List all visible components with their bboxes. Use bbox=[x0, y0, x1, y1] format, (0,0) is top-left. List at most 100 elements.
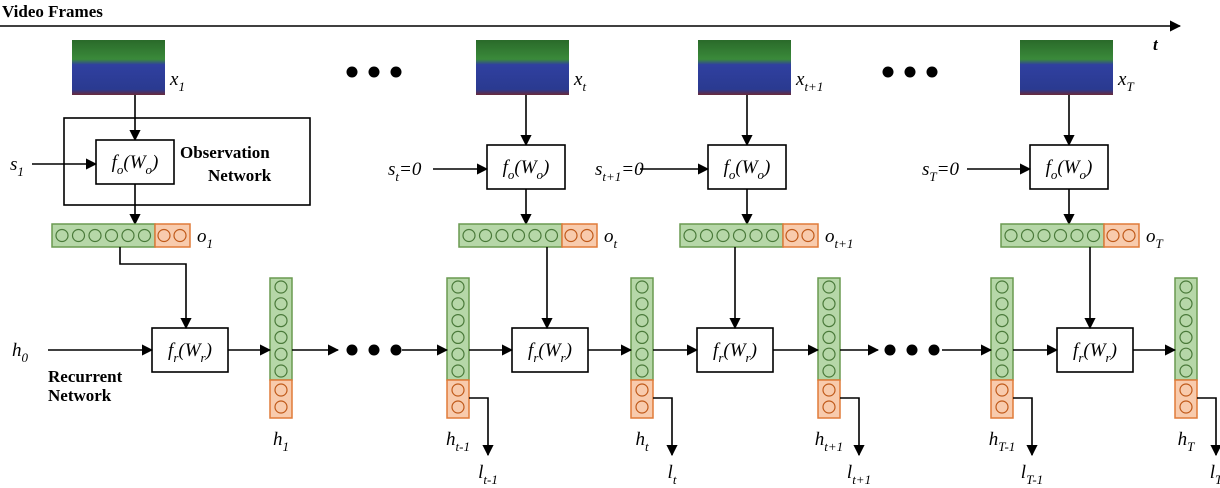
observation-node-sub: o bbox=[146, 162, 153, 177]
ellipsis-dot bbox=[368, 344, 380, 356]
observation-node: fo​(Wo​) bbox=[724, 157, 771, 182]
observation-box bbox=[63, 117, 311, 206]
ellipsis-dot bbox=[390, 344, 402, 356]
video-frame bbox=[698, 40, 791, 95]
hidden-orange bbox=[630, 379, 654, 419]
observation-node-text: f bbox=[1046, 157, 1054, 178]
input-label: st+1​=0 bbox=[595, 159, 644, 184]
observation-node-sub: o bbox=[758, 167, 765, 182]
ellipsis-dot bbox=[926, 66, 938, 78]
recurrent-node-text: f bbox=[713, 340, 721, 361]
observation-node: fo​(Wo​) bbox=[1046, 157, 1093, 182]
hidden-label-sub: t-1 bbox=[456, 439, 470, 454]
recurrent-node-text: ) bbox=[1110, 340, 1117, 361]
unit bbox=[785, 228, 799, 243]
unit bbox=[995, 400, 1009, 414]
ellipsis-dot bbox=[346, 344, 358, 356]
output-label: lT​ bbox=[1210, 462, 1220, 487]
unit bbox=[1053, 228, 1068, 243]
output-label-sub: T-1 bbox=[1026, 472, 1043, 487]
feature-orange bbox=[154, 223, 191, 248]
observation-node-text: (W bbox=[123, 152, 147, 173]
arrow bbox=[469, 397, 494, 457]
unit bbox=[635, 347, 649, 361]
unit bbox=[55, 228, 69, 243]
unit bbox=[1179, 347, 1193, 361]
hidden-label-text: h bbox=[815, 429, 825, 450]
ellipsis-dot bbox=[390, 66, 402, 78]
unit bbox=[121, 228, 135, 243]
hidden-label-text: h bbox=[1178, 429, 1188, 450]
observation-node-sub: o bbox=[117, 162, 124, 177]
recurrent-node-box bbox=[696, 327, 774, 373]
hidden-label-sub: T bbox=[1187, 439, 1195, 454]
unit bbox=[822, 330, 836, 344]
unit bbox=[580, 228, 594, 243]
hidden-label: ht+1​ bbox=[815, 429, 843, 454]
hidden-orange bbox=[1174, 379, 1198, 419]
recurrent-node-sub: r bbox=[201, 350, 207, 365]
observation-label-sub: t bbox=[614, 236, 618, 251]
input-label-text: s bbox=[388, 159, 395, 180]
recurrent-node-text: ) bbox=[205, 340, 212, 361]
unit bbox=[1179, 383, 1193, 397]
initial-label-text: h bbox=[12, 340, 22, 361]
hidden-label: hT​ bbox=[1178, 429, 1196, 454]
recurrent-node-text: f bbox=[168, 340, 176, 361]
unit bbox=[274, 347, 288, 361]
observation-node-text: f bbox=[503, 157, 511, 178]
unit bbox=[274, 364, 288, 378]
hidden-label-text: h bbox=[635, 429, 645, 450]
unit bbox=[451, 364, 465, 378]
recurrent-node: fr​(Wr​) bbox=[713, 340, 757, 365]
observation-label-text: o bbox=[1146, 226, 1156, 247]
output-label-sub: t bbox=[673, 472, 677, 487]
frame-label: xT​ bbox=[1117, 69, 1134, 94]
ellipsis-dot bbox=[904, 66, 916, 78]
unit bbox=[995, 314, 1009, 328]
output-label: lt+1​ bbox=[847, 462, 871, 487]
unit bbox=[274, 400, 288, 414]
frame-label: xt​ bbox=[573, 69, 586, 94]
input-label-text: =0 bbox=[937, 159, 960, 180]
input-label-sub: 1 bbox=[17, 164, 24, 179]
hidden-orange bbox=[817, 379, 841, 419]
unit bbox=[1179, 400, 1193, 414]
unit bbox=[1179, 364, 1193, 378]
unit bbox=[511, 228, 526, 243]
observation-node: fo​(Wo​) bbox=[112, 152, 159, 177]
observation-label-text: o bbox=[604, 226, 614, 247]
frame-label-text: x bbox=[573, 69, 583, 90]
ellipsis-dot bbox=[884, 344, 896, 356]
unit bbox=[1004, 228, 1018, 243]
observation-label-text: o bbox=[197, 226, 207, 247]
input-label-text: =0 bbox=[621, 159, 644, 180]
observation-label-sub: T bbox=[1156, 236, 1164, 251]
output-label-text: l bbox=[847, 462, 852, 483]
unit bbox=[635, 330, 649, 344]
arrow bbox=[1013, 397, 1038, 457]
observation-label-sub: t+1 bbox=[835, 236, 854, 251]
observation-node-text: ) bbox=[1085, 157, 1092, 178]
unit bbox=[451, 314, 465, 328]
input-label-text: s bbox=[595, 159, 602, 180]
frame-label: xt+1​ bbox=[795, 69, 823, 94]
unit bbox=[765, 228, 780, 243]
unit bbox=[451, 297, 465, 311]
frame-label: x1​ bbox=[169, 69, 185, 94]
unit bbox=[995, 330, 1009, 344]
arrow bbox=[119, 247, 192, 330]
input-label-text: =0 bbox=[399, 159, 422, 180]
observation-node-text: f bbox=[724, 157, 732, 178]
observation-node-box bbox=[95, 139, 175, 185]
output-label: lt-1​ bbox=[478, 462, 498, 487]
unit bbox=[104, 228, 119, 243]
recurrent-node-text: f bbox=[1073, 340, 1081, 361]
frame-label-text: x bbox=[1117, 69, 1127, 90]
observation-label: oT​ bbox=[1146, 226, 1164, 251]
recurrent-node-text: (W bbox=[1083, 340, 1107, 361]
video-frame bbox=[1020, 40, 1113, 95]
unit bbox=[451, 280, 465, 294]
hidden-label: hT-1​ bbox=[989, 429, 1016, 454]
